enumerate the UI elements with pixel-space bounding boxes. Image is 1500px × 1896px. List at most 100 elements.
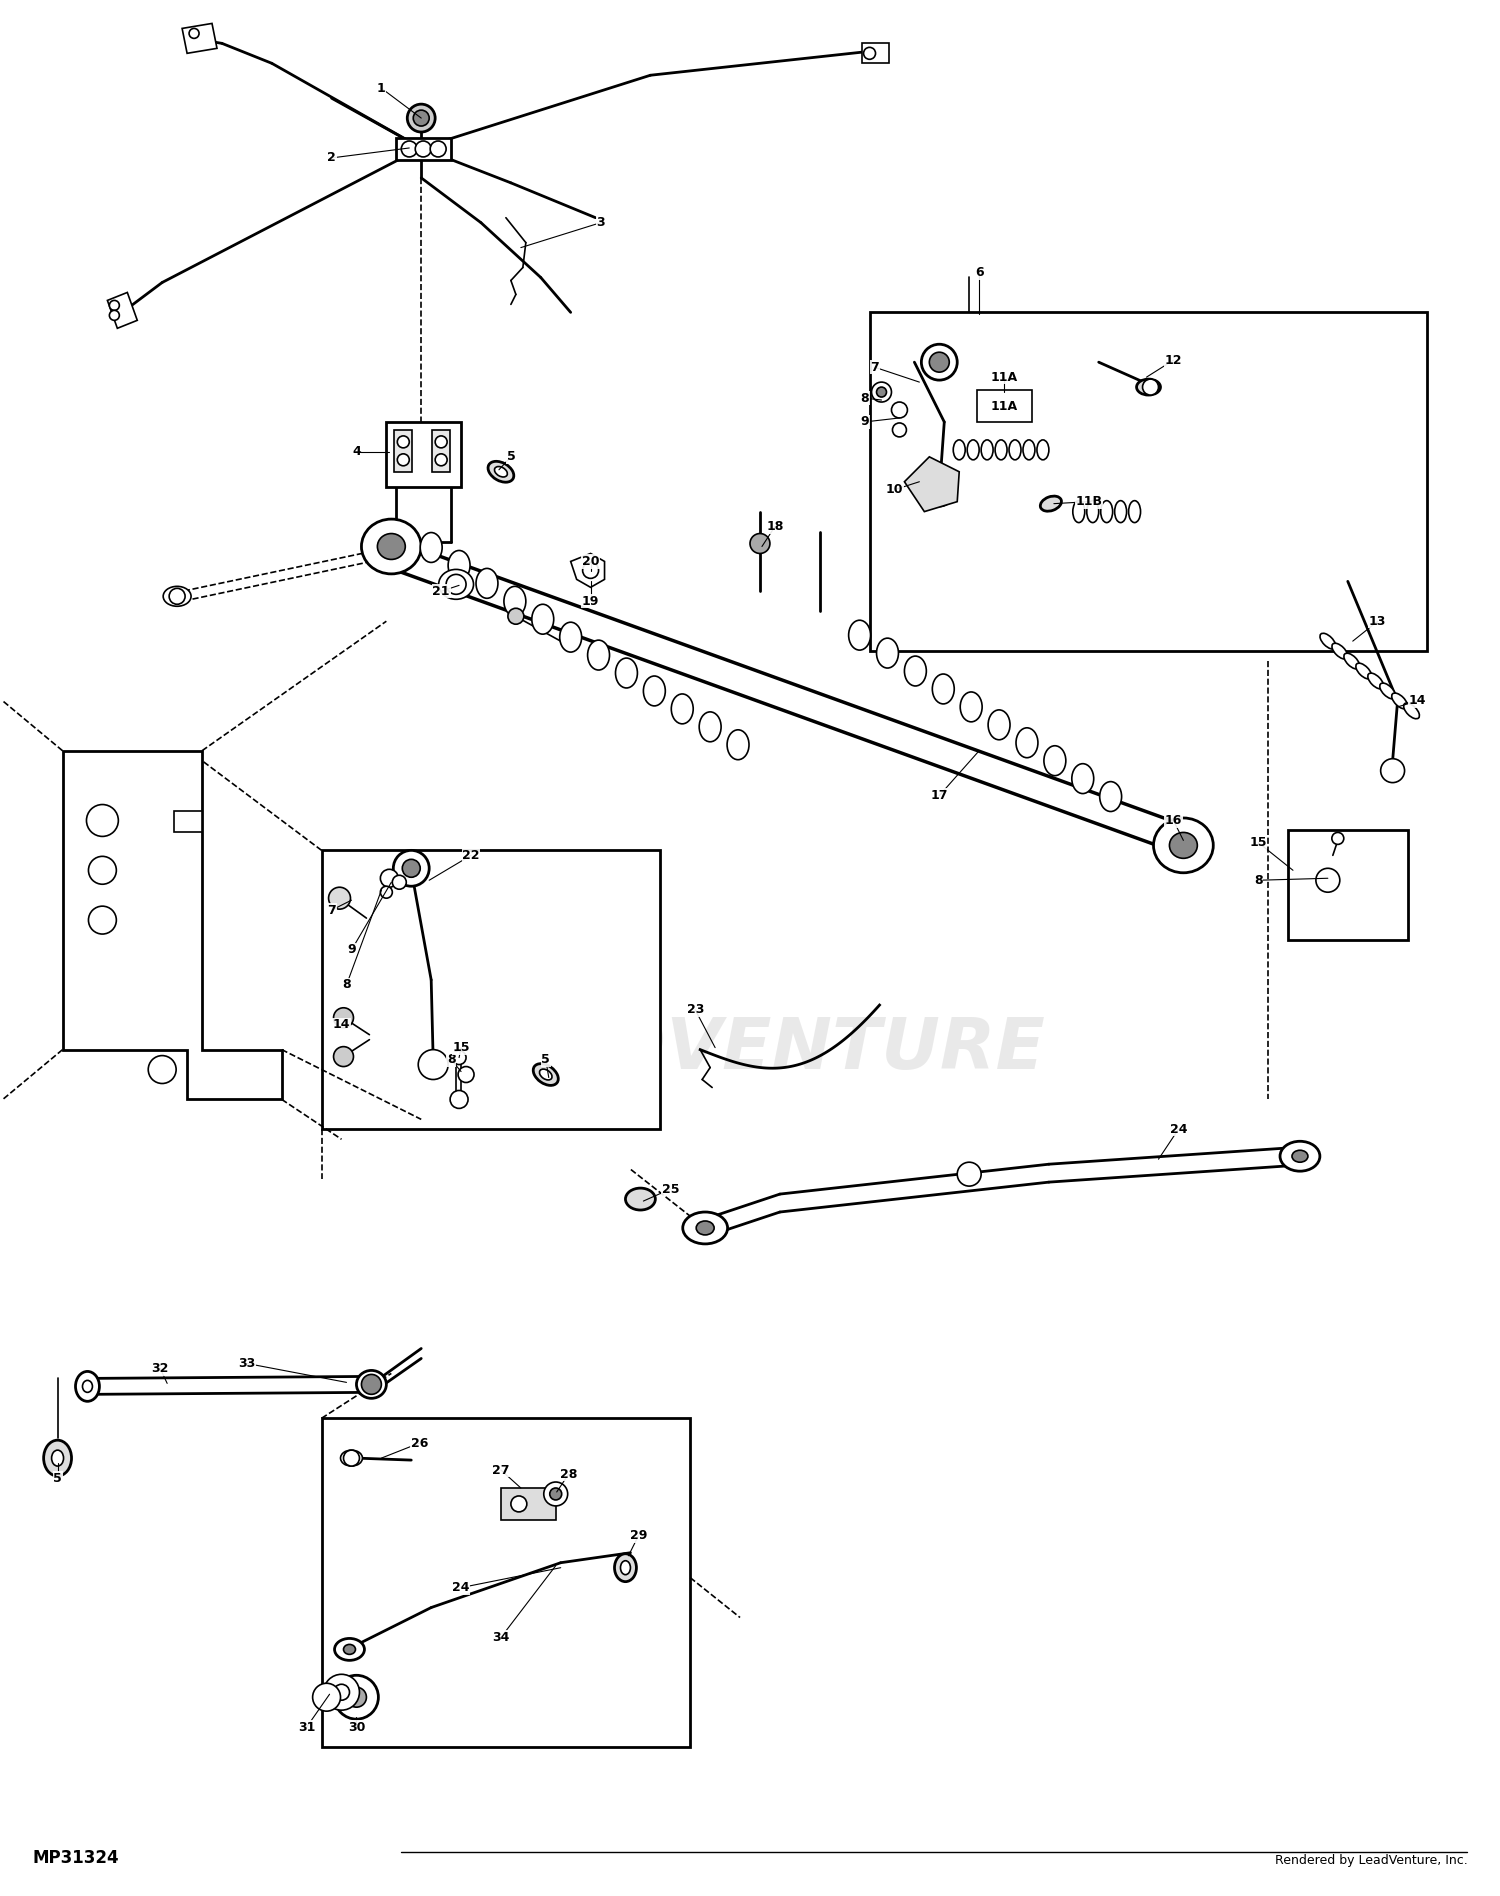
Ellipse shape [448,550,470,580]
Text: 7: 7 [870,360,879,374]
Text: 10: 10 [885,483,903,497]
Text: 14: 14 [1408,694,1426,707]
Ellipse shape [1380,683,1395,700]
Circle shape [148,1056,176,1083]
Ellipse shape [82,1380,93,1392]
Circle shape [1332,832,1344,844]
Text: 31: 31 [298,1720,315,1733]
Text: 8: 8 [342,978,351,992]
Text: 6: 6 [975,265,984,279]
Ellipse shape [164,586,190,607]
Ellipse shape [1101,501,1113,523]
Ellipse shape [933,673,954,703]
Ellipse shape [988,709,1010,739]
Ellipse shape [588,641,609,669]
Circle shape [393,851,429,885]
Text: 33: 33 [238,1358,255,1371]
Circle shape [458,1067,474,1083]
Text: 15: 15 [1250,836,1268,849]
Ellipse shape [532,605,554,633]
Ellipse shape [1320,633,1335,648]
Circle shape [328,887,351,910]
Ellipse shape [1332,643,1347,660]
Ellipse shape [1010,440,1022,461]
Circle shape [398,436,410,447]
Text: 19: 19 [582,595,600,609]
Circle shape [381,885,393,899]
Circle shape [408,104,435,133]
Ellipse shape [1280,1141,1320,1172]
Circle shape [381,868,399,887]
Text: 34: 34 [492,1631,510,1644]
Circle shape [393,876,406,889]
Ellipse shape [357,1371,387,1399]
Ellipse shape [334,1638,364,1661]
Circle shape [435,453,447,466]
Ellipse shape [696,1221,714,1234]
Ellipse shape [1023,440,1035,461]
Bar [321,851,660,1130]
Ellipse shape [960,692,982,722]
Circle shape [957,1162,981,1187]
Text: 11A: 11A [990,370,1017,383]
Ellipse shape [560,622,582,652]
Circle shape [346,1687,366,1706]
Ellipse shape [1292,1151,1308,1162]
Ellipse shape [476,569,498,599]
Text: 4: 4 [352,446,362,459]
Bar [870,313,1428,650]
Ellipse shape [1404,703,1419,719]
Circle shape [110,300,120,311]
Circle shape [446,574,466,593]
Bar [976,391,1032,423]
Text: 23: 23 [687,1003,703,1016]
Circle shape [892,423,906,436]
Circle shape [435,436,447,447]
Circle shape [1316,868,1340,893]
Text: 2: 2 [327,152,336,165]
Polygon shape [904,457,958,512]
Text: 16: 16 [1164,813,1182,827]
Text: 27: 27 [492,1464,510,1477]
Text: 1: 1 [376,82,386,95]
Ellipse shape [904,656,927,686]
Ellipse shape [1100,781,1122,811]
Text: 5: 5 [542,1052,550,1066]
Ellipse shape [51,1450,63,1466]
Circle shape [334,1676,378,1720]
Circle shape [924,476,954,506]
Text: LEADVENTURE: LEADVENTURE [454,1014,1046,1085]
Ellipse shape [1044,745,1066,775]
Polygon shape [108,292,138,328]
Ellipse shape [1154,817,1214,872]
Polygon shape [182,23,218,53]
Circle shape [88,906,117,935]
Ellipse shape [532,1064,558,1085]
Ellipse shape [1392,694,1407,709]
Text: MP31324: MP31324 [33,1849,120,1866]
Circle shape [1143,379,1158,394]
Ellipse shape [952,440,964,461]
Bar [387,423,460,487]
Ellipse shape [540,1069,552,1081]
Circle shape [891,402,908,417]
Ellipse shape [968,440,980,461]
Circle shape [871,383,891,402]
Circle shape [416,140,430,157]
Ellipse shape [1137,379,1161,394]
Circle shape [88,857,117,884]
Ellipse shape [1356,664,1371,679]
Circle shape [512,1496,526,1511]
Ellipse shape [994,440,1006,461]
Circle shape [110,311,120,320]
Text: 29: 29 [630,1530,646,1541]
Text: 28: 28 [560,1468,578,1481]
Ellipse shape [344,1644,355,1655]
Text: 22: 22 [462,849,480,863]
Circle shape [921,345,957,379]
Circle shape [544,1483,567,1505]
Text: 32: 32 [152,1361,170,1375]
Ellipse shape [1072,764,1094,794]
Ellipse shape [75,1371,99,1401]
Text: 5: 5 [507,451,516,463]
